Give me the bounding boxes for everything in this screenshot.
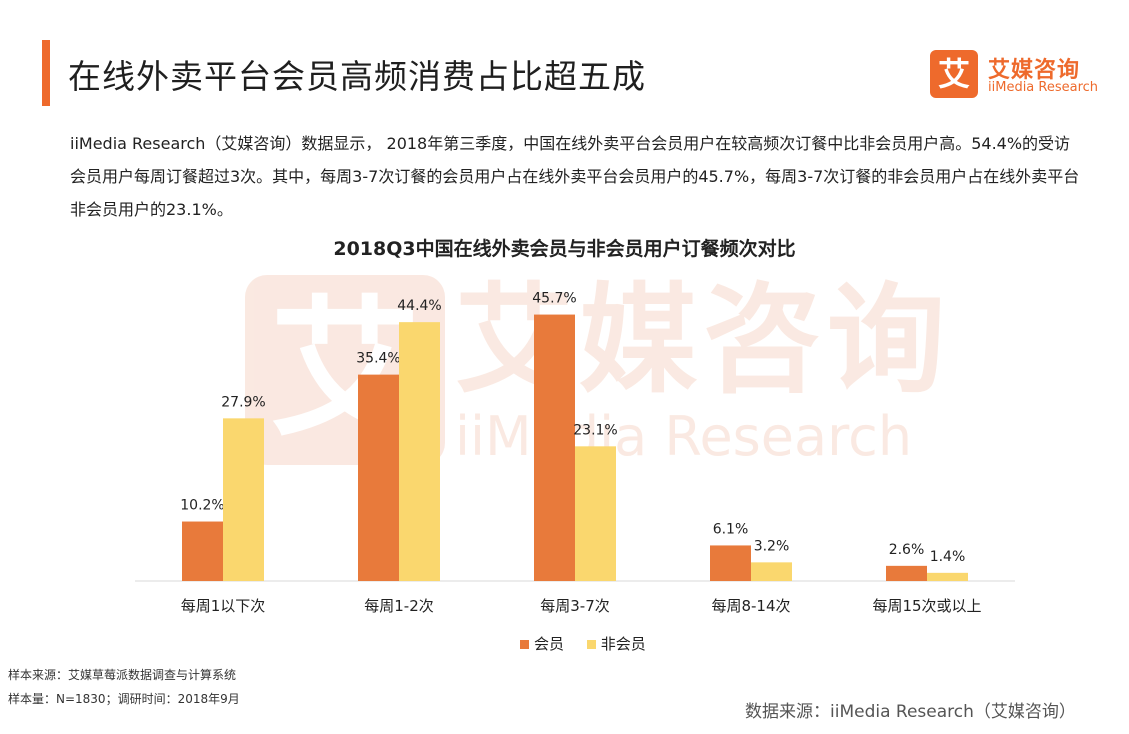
data-label-non-member-3: 3.2% bbox=[754, 538, 790, 554]
brand-logo: 艾 艾媒咨询 iiMedia Research bbox=[930, 50, 1110, 104]
data-source-note: 数据来源：iiMedia Research（艾媒咨询） bbox=[745, 702, 1076, 722]
x-tick-label-2: 每周3-7次 bbox=[540, 597, 610, 615]
legend-label-member: 会员 bbox=[534, 635, 565, 653]
legend-label-non-member: 非会员 bbox=[600, 635, 646, 653]
title-accent-bar bbox=[42, 40, 50, 106]
x-tick-label-4: 每周15次或以上 bbox=[872, 597, 981, 615]
logo-name: 艾媒咨询 bbox=[988, 58, 1081, 83]
data-label-member-1: 35.4% bbox=[356, 351, 400, 367]
legend-item-non-member: 非会员 bbox=[586, 635, 646, 653]
data-label-non-member-2: 23.1% bbox=[573, 422, 617, 438]
bar-non-member-1 bbox=[399, 322, 440, 581]
data-label-non-member-0: 27.9% bbox=[221, 394, 265, 410]
x-tick-label-1: 每周1-2次 bbox=[364, 597, 434, 615]
logo-subtitle: iiMedia Research bbox=[988, 80, 1099, 95]
bar-non-member-3 bbox=[751, 562, 792, 581]
bar-member-3 bbox=[710, 545, 751, 581]
chart-legend: 会员 非会员 bbox=[520, 633, 664, 654]
data-label-member-2: 45.7% bbox=[532, 291, 576, 307]
legend-swatch-non-member bbox=[586, 640, 596, 649]
legend-item-member: 会员 bbox=[520, 635, 569, 653]
bar-member-2 bbox=[534, 314, 575, 581]
x-tick-label-3: 每周8-14次 bbox=[711, 597, 790, 615]
logo-mark-icon: 艾 bbox=[930, 50, 978, 98]
data-label-member-4: 2.6% bbox=[889, 542, 925, 558]
bar-member-0 bbox=[182, 521, 223, 581]
bar-non-member-4 bbox=[927, 572, 968, 581]
legend-swatch-member bbox=[520, 640, 529, 649]
bar-member-4 bbox=[886, 565, 927, 581]
bar-member-1 bbox=[358, 374, 399, 581]
bar-non-member-0 bbox=[223, 418, 264, 581]
sample-size-note: 样本量：N=1830；调研时间：2018年9月 bbox=[8, 692, 240, 706]
data-label-non-member-1: 44.4% bbox=[397, 298, 441, 314]
x-tick-label-0: 每周1以下次 bbox=[181, 597, 266, 615]
chart-title: 2018Q3中国在线外卖会员与非会员用户订餐频次对比 bbox=[333, 238, 796, 260]
bar-non-member-2 bbox=[575, 446, 616, 581]
sample-source-note: 样本来源：艾媒草莓派数据调查与计算系统 bbox=[8, 668, 237, 682]
page-title: 在线外卖平台会员高频消费占比超五成 bbox=[68, 57, 646, 96]
description-text: iiMedia Research（艾媒咨询）数据显示， 2018年第三季度，中国… bbox=[70, 134, 1080, 219]
data-label-member-0: 10.2% bbox=[180, 498, 224, 514]
data-label-member-3: 6.1% bbox=[713, 521, 749, 537]
data-label-non-member-4: 1.4% bbox=[930, 549, 966, 565]
